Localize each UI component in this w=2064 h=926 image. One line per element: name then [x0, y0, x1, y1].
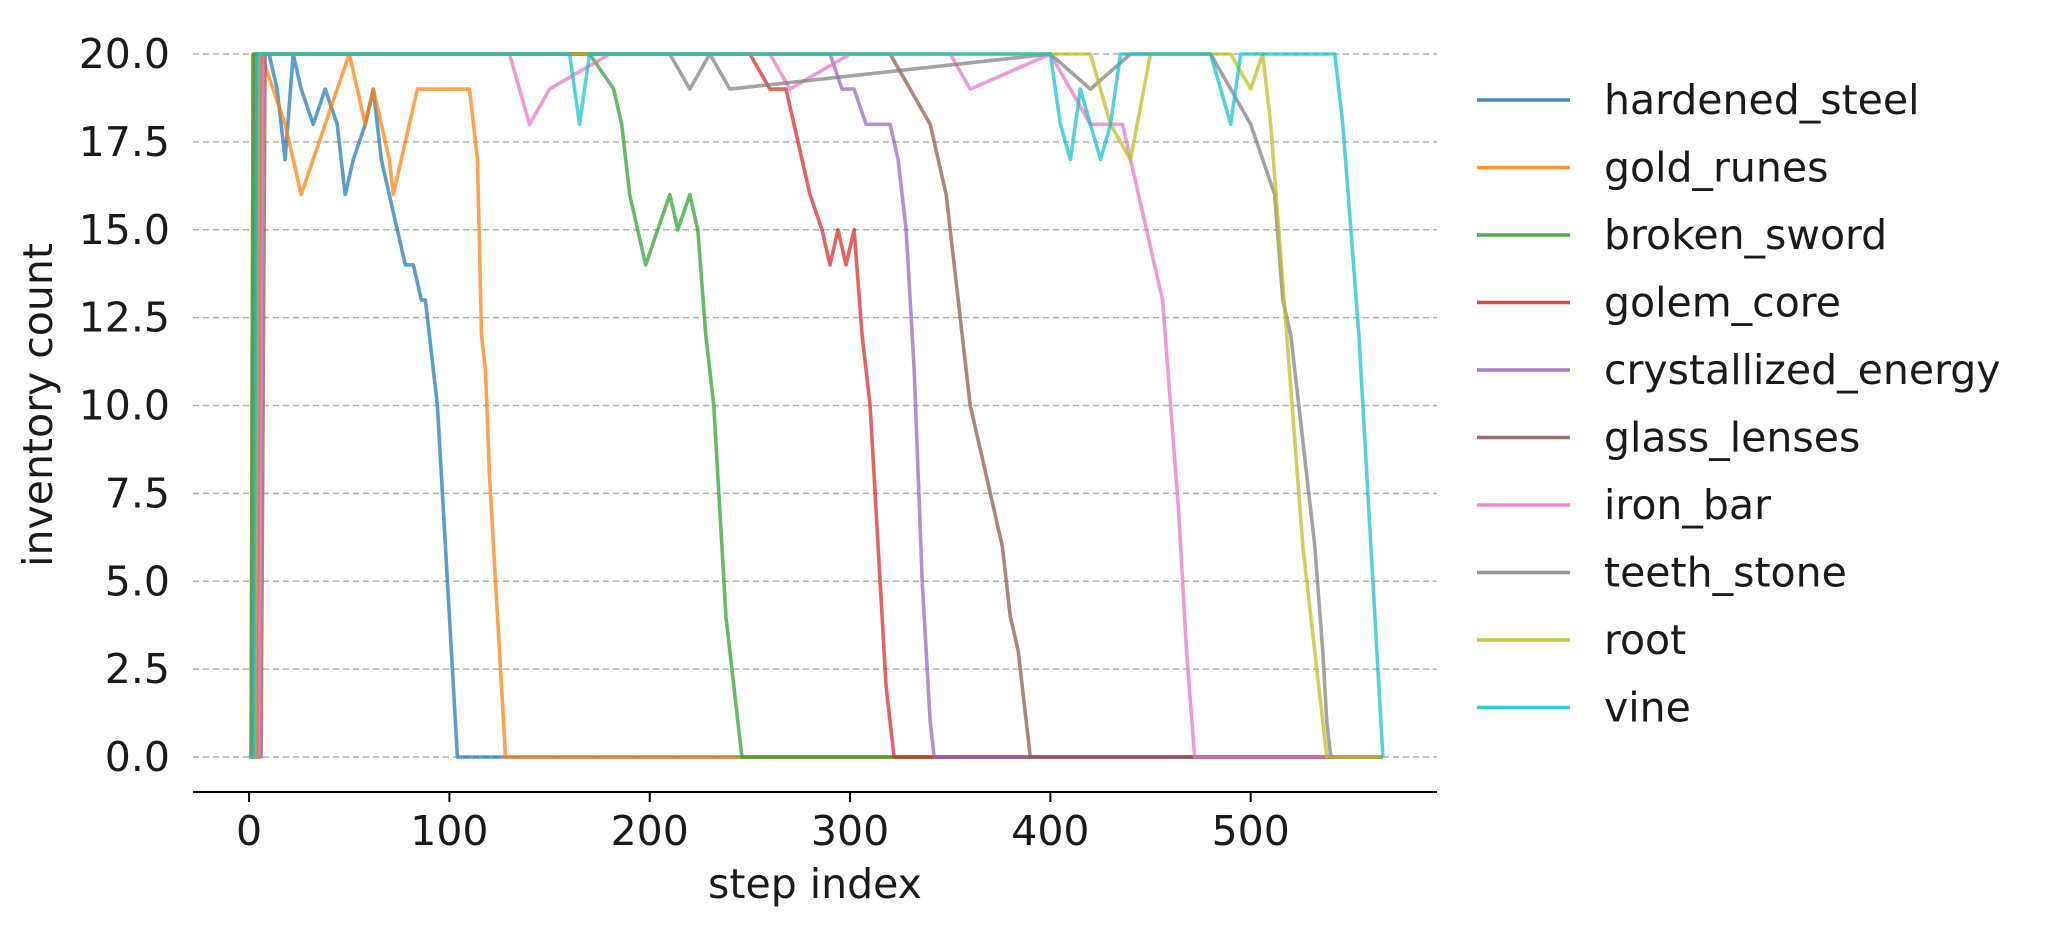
- series-line-teeth_stone: [249, 52, 1383, 759]
- x-tick-label: 0: [236, 807, 262, 855]
- legend: hardened_steel gold_runes broken_swordgole…: [1477, 76, 2001, 732]
- legend-label-crystallized_energy: crystallized_energy: [1604, 346, 2001, 394]
- x-tick-label: 100: [410, 807, 488, 855]
- series-line-root: [249, 52, 1383, 759]
- x-tick-label: 500: [1212, 807, 1290, 855]
- y-tick-label: 12.5: [79, 294, 170, 342]
- y-tick-label: 10.0: [79, 382, 170, 430]
- legend-label-broken_sword: broken_sword: [1604, 211, 1887, 259]
- series-line-broken_sword: [249, 52, 1383, 759]
- x-tick-label: 200: [611, 807, 689, 855]
- legend-label-iron_bar: iron_bar: [1604, 481, 1771, 529]
- series-line-hardened_steel: [249, 52, 1383, 759]
- plot-series: [249, 52, 1385, 759]
- y-tick-label: 20.0: [79, 30, 170, 78]
- y-tick-label: 5.0: [105, 557, 170, 605]
- x-tick-label: 400: [1011, 807, 1089, 855]
- legend-label-gold_runes: gold_runes: [1604, 144, 1828, 192]
- x-tick-label: 300: [811, 807, 889, 855]
- y-ticks: 0.0 2.5 5.0 7.5 10.0 12.5 15.0 17.5 20.0: [79, 30, 170, 781]
- y-tick-label: 0.0: [105, 733, 170, 781]
- legend-label-golem_core: golem_core: [1604, 279, 1841, 327]
- legend-label-root: root: [1604, 616, 1686, 664]
- series-line-vine: [249, 52, 1385, 759]
- legend-label-glass_lenses: glass_lenses: [1604, 414, 1860, 462]
- x-ticks: 0 100 200 300 400 500: [236, 792, 1290, 855]
- legend-label-vine: vine: [1604, 684, 1691, 732]
- y-axis-label: inventory count: [14, 243, 62, 567]
- y-tick-label: 2.5: [105, 645, 170, 693]
- y-tick-label: 15.0: [79, 206, 170, 254]
- x-axis-label: step index: [708, 860, 922, 908]
- y-tick-label: 17.5: [79, 118, 170, 166]
- y-tick-label: 7.5: [105, 469, 170, 517]
- legend-label-teeth_stone: teeth_stone: [1604, 549, 1847, 597]
- legend-label-hardened_steel: hardened_steel: [1604, 76, 1920, 124]
- series-line-gold_runes: [249, 52, 1383, 759]
